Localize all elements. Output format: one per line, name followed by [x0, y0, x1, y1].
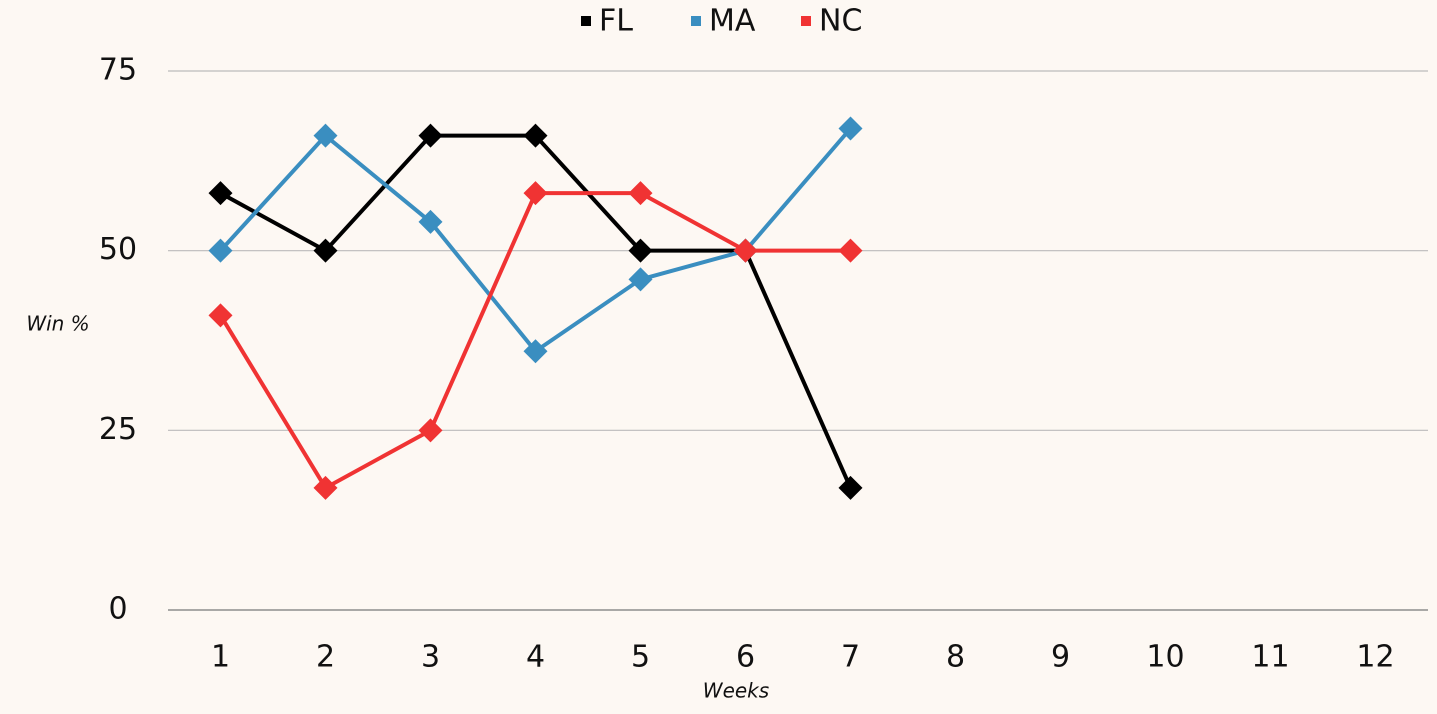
point-marker: [523, 181, 548, 206]
y-tick-label: 25: [99, 412, 137, 447]
point-marker: [208, 181, 233, 206]
legend-label: MA: [709, 4, 756, 39]
x-tick-label: 12: [1356, 640, 1394, 675]
point-marker: [838, 238, 863, 263]
y-axis-label: Win %: [26, 312, 89, 336]
point-marker: [628, 267, 653, 292]
x-tick-label: 8: [946, 640, 965, 675]
point-marker: [523, 123, 548, 148]
legend-label: NC: [819, 4, 862, 39]
x-tick-label: 2: [316, 640, 335, 675]
point-marker: [628, 181, 653, 206]
x-tick-label: 10: [1146, 640, 1184, 675]
legend-swatch: [801, 16, 811, 26]
x-tick-label: 1: [211, 640, 230, 675]
point-marker: [418, 418, 443, 443]
x-tick-label: 11: [1251, 640, 1289, 675]
legend-label: FL: [599, 4, 633, 39]
point-marker: [838, 116, 863, 141]
x-tick-label: 5: [631, 640, 650, 675]
point-marker: [313, 123, 338, 148]
legend-swatch: [581, 16, 591, 26]
point-marker: [628, 238, 653, 263]
x-tick-label: 3: [421, 640, 440, 675]
point-marker: [208, 238, 233, 263]
x-tick-label: 9: [1051, 640, 1070, 675]
point-marker: [838, 475, 863, 500]
x-tick-label: 7: [841, 640, 860, 675]
point-marker: [523, 339, 548, 364]
point-marker: [418, 209, 443, 234]
x-tick-label: 6: [736, 640, 755, 675]
point-marker: [313, 475, 338, 500]
point-marker: [418, 123, 443, 148]
y-tick-label: 0: [108, 592, 127, 627]
point-marker: [733, 238, 758, 263]
point-marker: [313, 238, 338, 263]
legend-swatch: [691, 16, 701, 26]
y-tick-label: 75: [99, 53, 137, 88]
y-tick-label: 50: [99, 232, 137, 267]
x-axis-label: Weeks: [703, 679, 769, 703]
x-tick-label: 4: [526, 640, 545, 675]
point-marker: [208, 303, 233, 328]
